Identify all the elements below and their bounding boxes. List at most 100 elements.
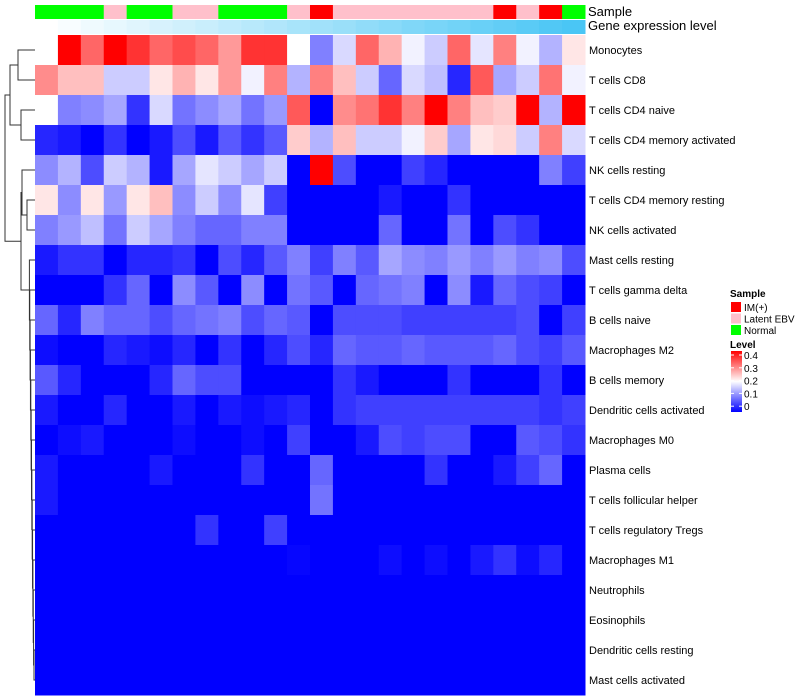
heatmap-cell	[149, 35, 173, 66]
heatmap-cell	[80, 365, 105, 396]
heatmap-cell	[378, 455, 403, 486]
heatmap-cell	[195, 365, 219, 396]
gene-expression-annotation-cell	[493, 20, 517, 34]
gene-expression-annotation-cell	[424, 20, 448, 34]
heatmap-cell	[241, 665, 265, 696]
heatmap-cell	[172, 335, 196, 366]
heatmap-cell	[126, 65, 151, 96]
heatmap-cell	[218, 485, 242, 516]
heatmap-cell	[264, 245, 288, 276]
heatmap-cell	[172, 455, 196, 486]
heatmap-cell	[149, 605, 173, 636]
heatmap-cell	[35, 95, 59, 126]
heatmap-cell	[103, 305, 128, 336]
heatmap-cell	[172, 665, 196, 696]
heatmap-cell	[57, 245, 82, 276]
sample-annotation-cell	[516, 5, 540, 19]
heatmap-cell	[126, 485, 151, 516]
heatmap-cell	[80, 575, 105, 606]
dendrogram-branch	[4, 94, 21, 242]
heatmap-cell	[80, 515, 105, 546]
heatmap-cell	[80, 455, 105, 486]
heatmap-cell	[562, 575, 586, 606]
dendrogram-branch	[17, 49, 35, 81]
heatmap-cell	[493, 335, 517, 366]
heatmap-cell	[447, 455, 471, 486]
colorbar-tick-label: 0.1	[744, 389, 758, 400]
heatmap-cell	[470, 95, 494, 126]
heatmap-cell	[57, 635, 82, 666]
heatmap-cell	[447, 575, 471, 606]
heatmap-cell	[332, 575, 357, 606]
legend-sample-label: IM(+)	[744, 303, 768, 314]
heatmap-cell	[378, 485, 403, 516]
legend-swatch	[731, 302, 741, 312]
heatmap-cell	[35, 545, 59, 576]
heatmap-cell	[332, 185, 357, 216]
heatmap-cell	[562, 245, 586, 276]
heatmap-cell	[424, 395, 448, 426]
heatmap-cell	[149, 425, 173, 456]
heatmap-cell	[332, 665, 357, 696]
heatmap-cell	[310, 215, 334, 246]
heatmap-cell	[241, 185, 265, 216]
heatmap-cell	[493, 425, 517, 456]
heatmap-cell	[195, 635, 219, 666]
heatmap-cell	[539, 605, 563, 636]
heatmap-cell	[493, 215, 517, 246]
heatmap-cell	[287, 395, 311, 426]
row-label: T cells CD4 memory resting	[589, 195, 725, 207]
row-label: T cells follicular helper	[589, 495, 698, 507]
heatmap-cell	[218, 425, 242, 456]
heatmap-cell	[80, 65, 105, 96]
heatmap-cell	[103, 125, 128, 156]
heatmap-cell	[493, 95, 517, 126]
heatmap-cell	[80, 125, 105, 156]
heatmap-cell	[57, 335, 82, 366]
heatmap-cell	[355, 215, 380, 246]
heatmap-cell	[126, 215, 151, 246]
heatmap-cell	[470, 335, 494, 366]
heatmap-cell	[218, 635, 242, 666]
heatmap-cell	[264, 65, 288, 96]
heatmap-cell	[562, 185, 586, 216]
gene-expression-annotation-cell	[57, 20, 82, 34]
legend-sample-title: Sample	[730, 289, 766, 300]
heatmap-cell	[195, 305, 219, 336]
gene-expression-annotation-cell	[332, 20, 357, 34]
heatmap-cell	[264, 155, 288, 186]
heatmap-cell	[149, 515, 173, 546]
heatmap-cell	[35, 275, 59, 306]
heatmap-cell	[355, 155, 380, 186]
heatmap-cell	[424, 455, 448, 486]
gene-expression-annotation-cell	[378, 20, 403, 34]
heatmap-cell	[35, 365, 59, 396]
heatmap-cell	[80, 635, 105, 666]
heatmap-cell	[126, 425, 151, 456]
heatmap-cell	[447, 635, 471, 666]
heatmap-cell	[332, 305, 357, 336]
heatmap-cell	[195, 485, 219, 516]
heatmap-cell	[218, 65, 242, 96]
heatmap-cell	[195, 125, 219, 156]
heatmap-cell	[264, 305, 288, 336]
heatmap-cell	[35, 665, 59, 696]
heatmap-cell	[172, 215, 196, 246]
heatmap-cell	[539, 395, 563, 426]
colorbar-tick-label: 0.4	[744, 351, 758, 362]
heatmap-cell	[470, 365, 494, 396]
column-annotations	[35, 5, 586, 34]
heatmap-cell	[378, 245, 403, 276]
heatmap-cell	[447, 305, 471, 336]
heatmap-cell	[195, 665, 219, 696]
heatmap-cell	[103, 245, 128, 276]
heatmap-cell	[447, 605, 471, 636]
heatmap-cell	[80, 605, 105, 636]
gene-expression-annotation-cell	[80, 20, 105, 34]
heatmap-cell	[516, 365, 540, 396]
heatmap-cell	[401, 605, 426, 636]
heatmap-cell	[539, 545, 563, 576]
heatmap-cell	[126, 365, 151, 396]
